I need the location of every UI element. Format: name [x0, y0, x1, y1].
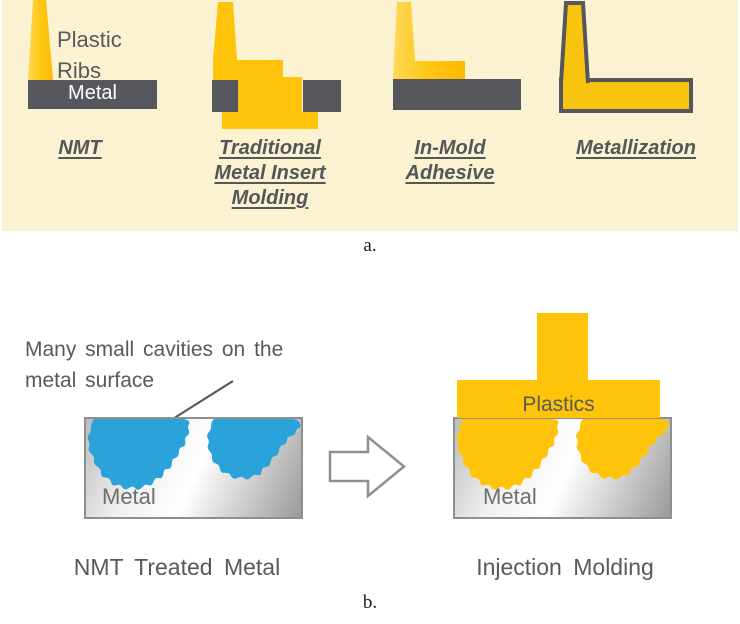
metallization-label: Metallization	[546, 136, 726, 161]
cavity-blobs-yellow	[456, 419, 670, 490]
traditional-label-line3: Molding	[231, 187, 309, 209]
panel-a-background	[2, 0, 738, 231]
injection-metal-block	[453, 417, 672, 519]
nmt-label-text: NMT	[58, 137, 102, 159]
nmt-label: NMT	[30, 136, 130, 161]
cavities-annotation-line1: Many small cavities on the	[25, 338, 284, 361]
plastic-ribs-line2: Ribs	[57, 58, 102, 83]
plastics-label: Plastics	[522, 393, 595, 416]
traditional-label-line2: Metal Insert	[214, 162, 326, 184]
left-metal-label: Metal	[102, 484, 156, 509]
cavity-blobs-blue	[87, 419, 301, 490]
right-metal-label: Metal	[483, 484, 537, 509]
cavity-blob-left	[87, 419, 190, 490]
caption-a: a.	[363, 235, 377, 256]
metallization-label-text: Metallization	[575, 137, 696, 159]
inmold-label-line1: In-Mold	[414, 137, 486, 159]
plastic-blob-left	[456, 419, 559, 490]
injection-caption: Injection Molding	[476, 554, 654, 580]
cavities-annotation: Many small cavities on the metal surface	[25, 334, 283, 396]
process-arrow-icon	[328, 434, 406, 499]
plastic-blob-right	[576, 419, 670, 480]
nmt-metal-label: Metal	[68, 82, 117, 104]
cavities-annotation-line2: metal surface	[25, 369, 155, 392]
plastics-flange-shape	[457, 380, 660, 418]
nmt-treated-caption: NMT Treated Metal	[73, 554, 281, 580]
nmt-treated-metal-block	[84, 417, 303, 519]
inmold-label-line2: Adhesive	[405, 162, 495, 184]
inmold-label: In-Mold Adhesive	[370, 136, 530, 186]
traditional-label: Traditional Metal Insert Molding	[190, 136, 350, 211]
plastics-stem-shape	[537, 313, 588, 381]
plastic-ribs-label: Plastic Ribs	[57, 24, 122, 86]
caption-b: b.	[362, 592, 378, 613]
plastic-ribs-line1: Plastic	[57, 27, 122, 52]
cavity-blob-right	[207, 419, 301, 480]
traditional-label-line1: Traditional	[219, 137, 321, 159]
